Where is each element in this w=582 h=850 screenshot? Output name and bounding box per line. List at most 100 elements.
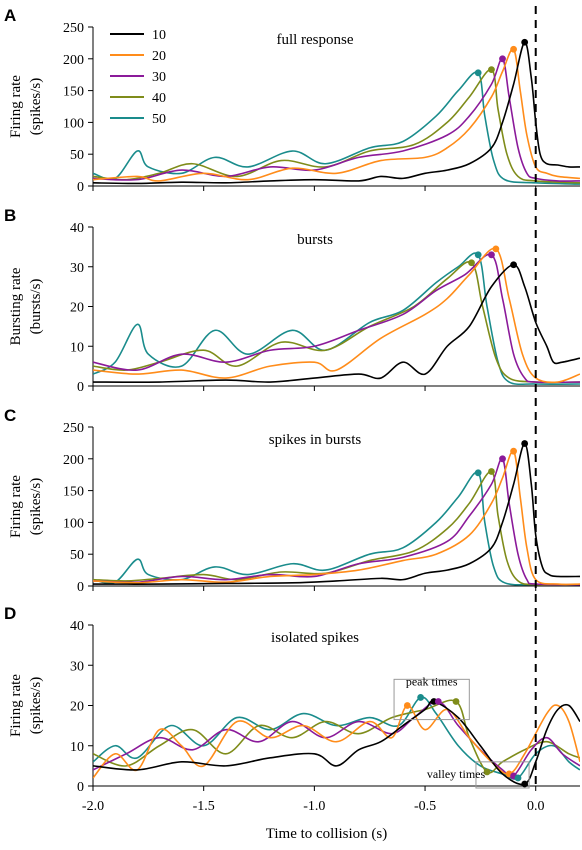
y-tick-label: 100 bbox=[63, 516, 84, 531]
panel-letter: C bbox=[4, 406, 16, 425]
panel-title: full response bbox=[276, 32, 353, 48]
x-tick-label: -0.5 bbox=[414, 799, 436, 814]
peak-marker-40 bbox=[488, 468, 495, 475]
series-line-10 bbox=[93, 442, 580, 585]
y-tick-label: 150 bbox=[63, 485, 84, 500]
peak-marker-30 bbox=[434, 698, 442, 705]
y-tick-label: 0 bbox=[77, 580, 84, 595]
series-line-10 bbox=[93, 41, 580, 185]
panel-b: 0 10 20 30 40 B Bursting rate (bursts/s) bursts bbox=[4, 206, 580, 395]
peak-marker-40 bbox=[468, 259, 475, 267]
panel-letter: B bbox=[4, 206, 16, 225]
series-line-30 bbox=[93, 57, 580, 182]
legend-label: 10 bbox=[152, 28, 166, 43]
peak-marker-20 bbox=[510, 45, 517, 53]
y-axis-label: Bursting rate bbox=[8, 267, 24, 345]
peak-times-label: peak times bbox=[406, 674, 458, 688]
y-tick-label: 200 bbox=[63, 453, 84, 468]
y-axis-label-units: (spikes/s) bbox=[28, 78, 44, 136]
valley-marker-40 bbox=[483, 768, 491, 776]
series-group bbox=[93, 442, 580, 586]
peak-marker-50 bbox=[474, 251, 482, 259]
y-tick-label: 150 bbox=[63, 85, 84, 100]
y-axis-label-units: (bursts/s) bbox=[28, 279, 44, 335]
series-line-50 bbox=[93, 71, 580, 185]
y-axis-label-units: (spikes/s) bbox=[28, 677, 44, 735]
y-tick-label: 200 bbox=[63, 53, 84, 68]
panel-title: bursts bbox=[297, 232, 333, 248]
series-group bbox=[93, 696, 580, 786]
series-line-50 bbox=[93, 471, 580, 586]
y-tick-label: 20 bbox=[70, 301, 84, 316]
legend-label: 30 bbox=[152, 70, 166, 85]
y-axis-label: Firing rate bbox=[8, 75, 24, 138]
peak-marker-20 bbox=[510, 447, 517, 455]
peak-marker-40 bbox=[452, 698, 460, 705]
x-tick-label: -1.0 bbox=[303, 799, 325, 814]
panel-title: spikes in bursts bbox=[269, 432, 362, 448]
legend-label: 50 bbox=[152, 112, 166, 127]
series-line-10 bbox=[93, 263, 580, 383]
y-tick-label: 50 bbox=[70, 148, 84, 163]
valley-marker-50 bbox=[514, 774, 522, 782]
series-line-30 bbox=[93, 253, 580, 384]
peak-marker-30 bbox=[499, 55, 506, 63]
series-group bbox=[93, 247, 580, 386]
y-tick-label: 10 bbox=[70, 340, 84, 355]
series-line-50 bbox=[93, 696, 580, 780]
panel-c: 0 50 100 150 200 250 C Firing rate (spikes/s) spi… bbox=[4, 406, 580, 595]
x-tick-label: 0.0 bbox=[527, 799, 545, 814]
legend-label: 20 bbox=[152, 49, 166, 64]
peak-marker-10 bbox=[521, 440, 529, 447]
x-axis-label: Time to collision (s) bbox=[266, 826, 388, 842]
series-line-30 bbox=[93, 700, 580, 778]
y-axis-label: Firing rate bbox=[8, 475, 24, 538]
y-tick-label: 10 bbox=[70, 740, 84, 755]
panel-letter: A bbox=[4, 6, 16, 25]
y-tick-label: 100 bbox=[63, 116, 84, 131]
panel-title: isolated spikes bbox=[271, 630, 359, 646]
y-tick-label: 30 bbox=[70, 261, 84, 276]
x-tick-label: -2.0 bbox=[82, 799, 104, 814]
y-tick-label: 30 bbox=[70, 659, 84, 674]
series-group bbox=[93, 41, 580, 185]
peak-marker-50 bbox=[474, 69, 482, 77]
peak-marker-30 bbox=[488, 251, 495, 259]
peak-marker-10 bbox=[510, 261, 517, 269]
series-line-10 bbox=[93, 700, 580, 786]
panel-letter: D bbox=[4, 604, 16, 623]
peak-marker-40 bbox=[488, 66, 495, 74]
valley-marker-10 bbox=[521, 780, 529, 788]
y-tick-label: 40 bbox=[70, 619, 84, 634]
peak-marker-10 bbox=[521, 38, 529, 46]
series-line-20 bbox=[93, 450, 580, 586]
x-tick-label: -1.5 bbox=[193, 799, 215, 814]
peak-marker-20 bbox=[403, 702, 411, 709]
y-tick-label: 0 bbox=[77, 780, 84, 795]
legend-label: 40 bbox=[152, 91, 166, 106]
y-tick-label: 0 bbox=[77, 380, 84, 395]
valley-times-box bbox=[475, 761, 530, 789]
valley-times-label: valley times bbox=[427, 767, 486, 781]
series-line-20 bbox=[93, 247, 580, 384]
series-line-20 bbox=[93, 704, 580, 779]
panel-d: 0 10 20 30 40 -2.0 -1.5 -1.0 -0.5 0.0 D Firing rate… bbox=[4, 604, 580, 814]
peak-marker-30 bbox=[499, 455, 506, 463]
peak-marker-50 bbox=[417, 694, 425, 701]
y-tick-label: 250 bbox=[63, 421, 84, 436]
y-tick-label: 50 bbox=[70, 548, 84, 563]
y-tick-label: 20 bbox=[70, 700, 84, 715]
series-line-30 bbox=[93, 457, 580, 586]
peak-times-box bbox=[393, 678, 470, 721]
series-line-40 bbox=[93, 699, 580, 774]
series-line-40 bbox=[93, 68, 580, 184]
y-tick-label: 250 bbox=[63, 21, 84, 36]
y-axis-label-units: (spikes/s) bbox=[28, 478, 44, 536]
y-axis-label: Firing rate bbox=[8, 674, 24, 737]
peak-marker-50 bbox=[474, 469, 482, 477]
peak-marker-20 bbox=[492, 245, 500, 253]
y-tick-label: 0 bbox=[77, 180, 84, 195]
legend: 10 20 30 40 50 bbox=[110, 28, 166, 127]
annotations: peak times valley times bbox=[393, 674, 530, 789]
